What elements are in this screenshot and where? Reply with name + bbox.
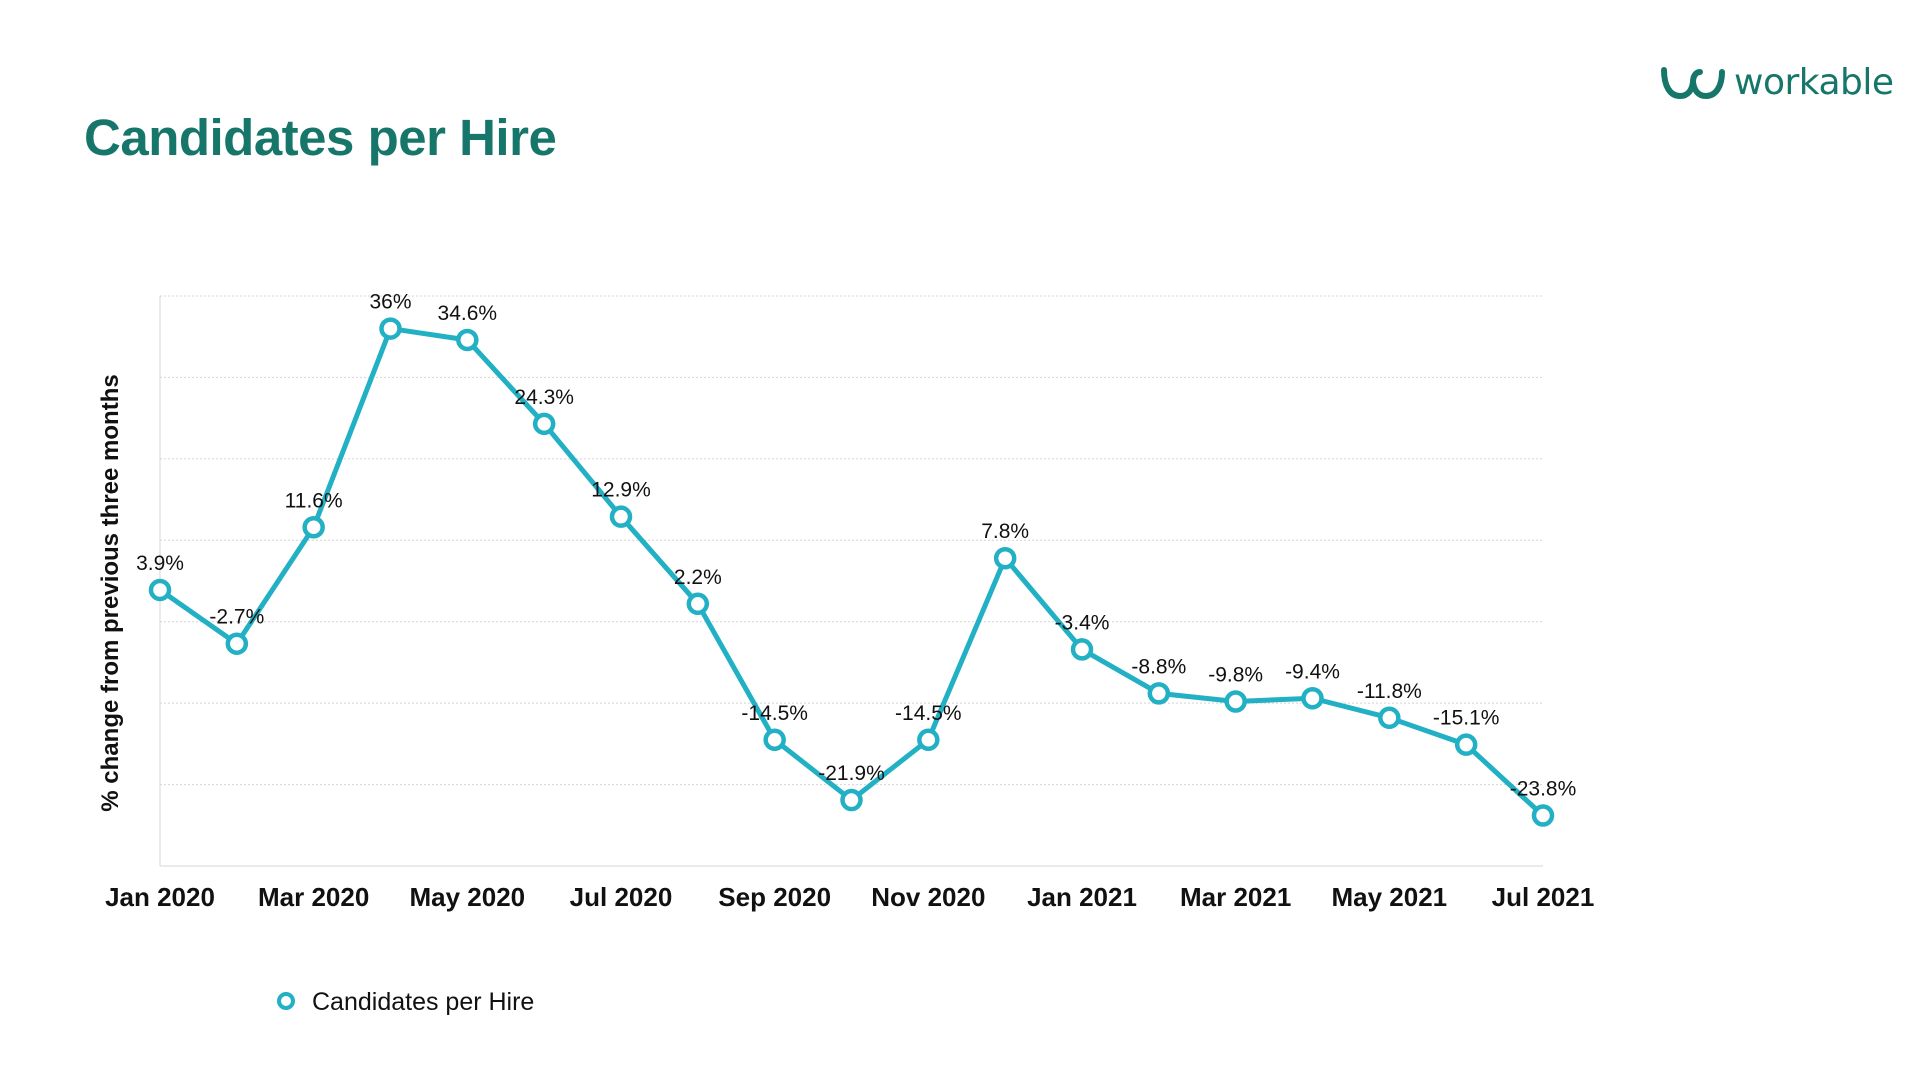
workable-logo-icon xyxy=(1661,66,1725,99)
logo-text: workable xyxy=(1734,62,1894,103)
data-label: -21.9% xyxy=(818,762,885,785)
grid-lines xyxy=(160,295,1543,786)
data-point xyxy=(1301,687,1324,710)
x-tick-label: Mar 2020 xyxy=(258,882,369,912)
data-label: 2.2% xyxy=(674,566,722,589)
data-label: 12.9% xyxy=(591,479,651,502)
data-label: 34.6% xyxy=(438,302,498,325)
data-label: 11.6% xyxy=(285,489,343,512)
data-point xyxy=(1531,804,1555,827)
data-point xyxy=(917,728,940,752)
data-points xyxy=(148,317,1555,827)
data-label: -2.7% xyxy=(209,606,264,629)
data-point xyxy=(532,412,556,436)
x-tick-label: Jul 2020 xyxy=(570,882,673,912)
data-point xyxy=(1378,706,1401,730)
y-axis-label: % change from previous three months xyxy=(97,374,124,811)
data-labels: 3.9% -2.7% 11.6% 36% 34.6% 24.3% 12.9% 2.2% -14.… xyxy=(136,291,1576,801)
data-label: -14.5% xyxy=(895,702,962,725)
data-label: -9.8% xyxy=(1208,664,1263,687)
data-label: -3.4% xyxy=(1055,611,1110,634)
data-label: 24.3% xyxy=(514,386,574,409)
data-label: -9.4% xyxy=(1285,660,1340,683)
data-point xyxy=(763,728,786,752)
data-point xyxy=(609,505,633,528)
data-point xyxy=(686,592,710,616)
x-tick-label: Jan 2021 xyxy=(1027,882,1137,912)
data-point xyxy=(1224,690,1247,713)
data-point xyxy=(379,317,402,340)
x-tick-label: Mar 2021 xyxy=(1180,882,1291,912)
data-point xyxy=(225,632,249,655)
page-title: Candidates per Hire xyxy=(84,109,557,166)
data-label: -14.5% xyxy=(741,702,808,725)
data-label: -8.8% xyxy=(1131,655,1186,678)
data-label: -11.8% xyxy=(1357,680,1422,703)
series-line-candidates-per-hire xyxy=(157,326,1546,819)
data-label: 7.8% xyxy=(981,520,1029,543)
x-tick-labels: Jan 2020 Mar 2020 May 2020 Jul 2020 Sep 2020… xyxy=(105,882,1594,912)
data-point xyxy=(1147,682,1171,705)
data-label: -23.8% xyxy=(1510,778,1577,801)
x-tick-label: Sep 2020 xyxy=(718,882,831,912)
legend-label: Candidates per Hire xyxy=(312,988,534,1016)
data-point xyxy=(456,328,479,352)
data-point xyxy=(840,788,863,812)
data-label: -15.1% xyxy=(1433,707,1500,730)
data-point xyxy=(1454,733,1478,756)
data-point xyxy=(148,578,172,602)
legend: Candidates per Hire xyxy=(277,988,534,1016)
x-tick-label: Jan 2020 xyxy=(105,882,215,912)
x-tick-label: Jul 2021 xyxy=(1492,882,1595,912)
data-label: 3.9% xyxy=(136,552,184,575)
data-label: 36% xyxy=(369,291,411,314)
x-tick-label: May 2021 xyxy=(1332,882,1448,912)
data-point xyxy=(1070,638,1094,661)
x-tick-label: Nov 2020 xyxy=(871,882,985,912)
legend-marker xyxy=(277,992,295,1010)
x-tick-label: May 2020 xyxy=(410,882,526,912)
data-point xyxy=(302,516,325,539)
data-point xyxy=(993,546,1017,570)
workable-logo: workable xyxy=(1660,62,1894,103)
